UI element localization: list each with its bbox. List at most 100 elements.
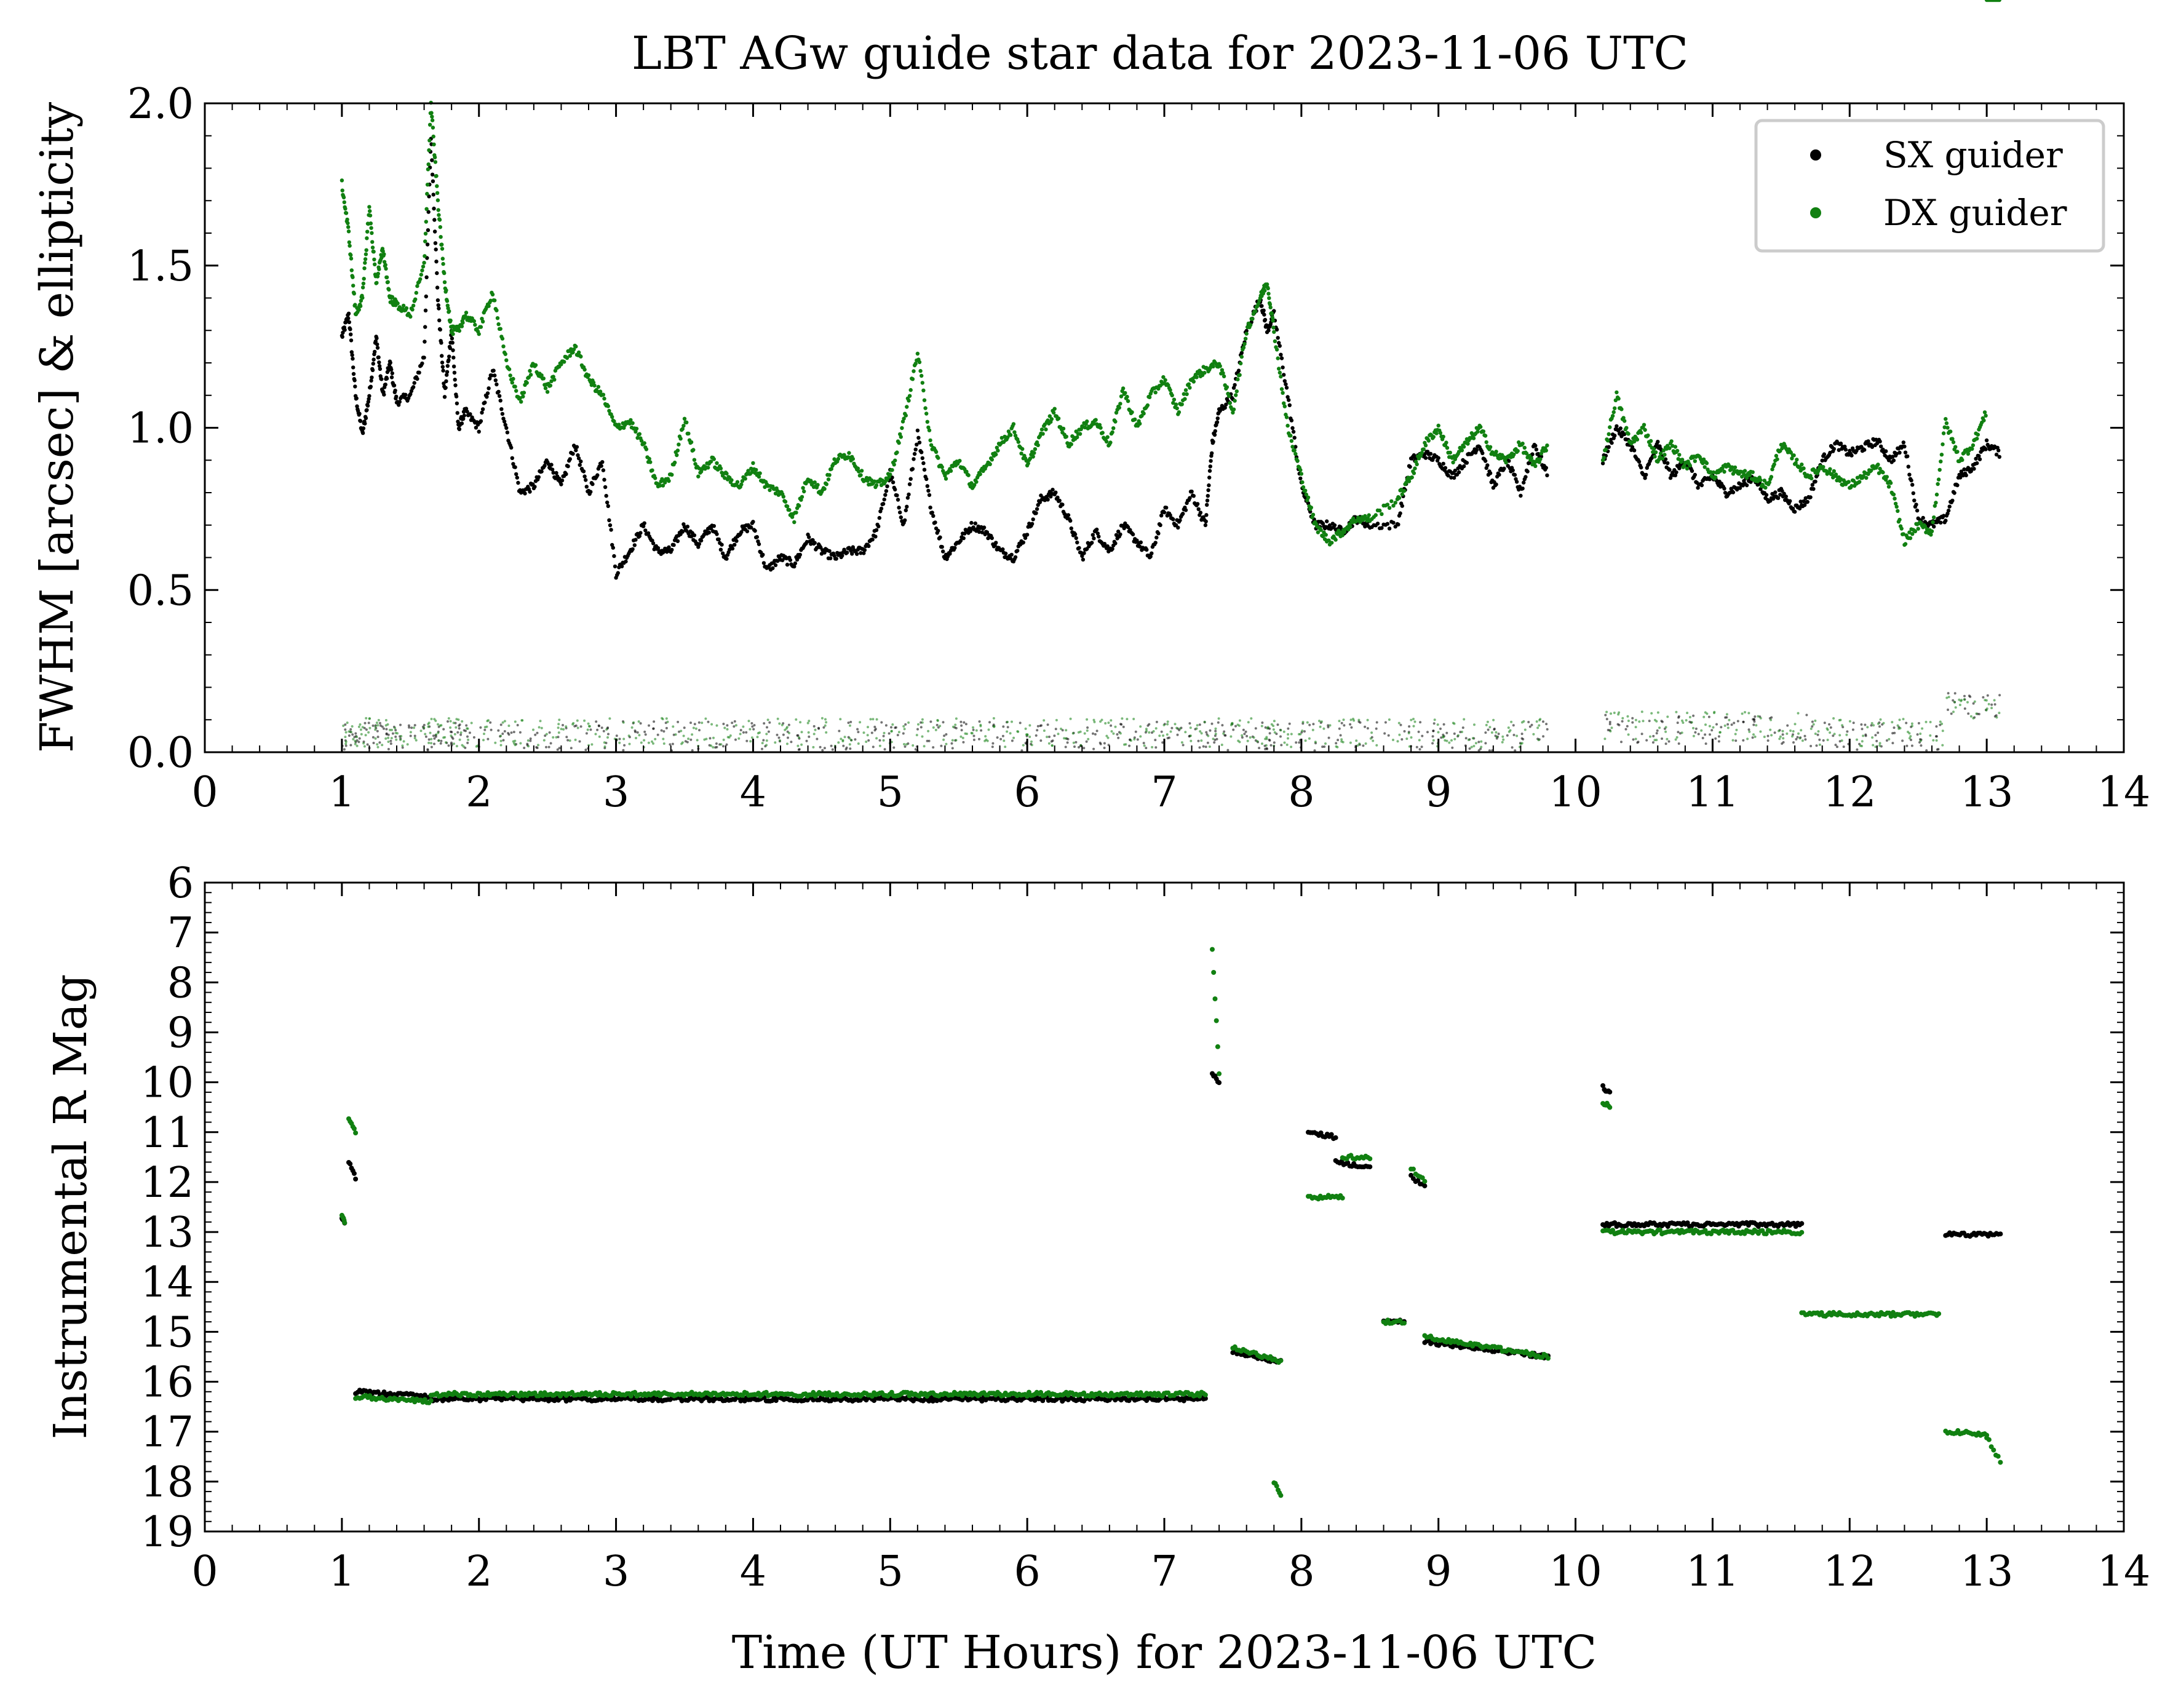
- ellipticity-point: [837, 741, 840, 744]
- ellipticity-point: [831, 748, 834, 751]
- ellipticity-point: [806, 721, 809, 725]
- fwhm-point: [445, 363, 450, 368]
- ellipticity-point: [479, 726, 482, 729]
- ellipticity-point: [822, 726, 825, 729]
- fwhm-point: [498, 327, 503, 331]
- fwhm-point: [340, 188, 344, 193]
- fwhm-point: [1522, 480, 1526, 485]
- fwhm-point: [693, 462, 697, 466]
- ellipticity-point: [1781, 729, 1784, 733]
- ellipticity-point: [1154, 746, 1158, 749]
- fwhm-point: [1215, 420, 1220, 424]
- ellipticity-point: [1935, 725, 1938, 728]
- ellipticity-point: [466, 741, 469, 744]
- ellipticity-point: [449, 720, 452, 723]
- fwhm-point: [1075, 540, 1079, 545]
- fwhm-point: [522, 391, 526, 395]
- fwhm-point: [1982, 418, 1986, 423]
- fwhm-point: [1208, 464, 1213, 469]
- ellipticity-point: [687, 737, 690, 741]
- fwhm-point: [1530, 452, 1535, 456]
- fwhm-point: [1522, 445, 1527, 450]
- ellipticity-point: [1920, 744, 1923, 747]
- fwhm-point: [1057, 498, 1062, 503]
- fwhm-point: [346, 311, 351, 316]
- ellipticity-point: [1287, 737, 1289, 740]
- ellipticity-point: [1451, 746, 1454, 749]
- ellipticity-point: [1060, 728, 1062, 730]
- fwhm-point: [1426, 439, 1431, 443]
- ellipticity-point: [1984, 699, 1987, 702]
- fwhm-point: [985, 530, 990, 534]
- ellipticity-point: [1838, 740, 1841, 743]
- fwhm-point: [420, 268, 424, 272]
- fwhm-point: [496, 322, 501, 327]
- fwhm-point: [733, 542, 737, 547]
- fwhm-point: [373, 262, 377, 266]
- ellipticity-point: [714, 746, 717, 749]
- fwhm-point: [804, 539, 809, 544]
- fwhm-point: [1234, 389, 1239, 394]
- fwhm-point: [1266, 286, 1270, 291]
- fwhm-point: [344, 211, 349, 215]
- ellipticity-point: [399, 738, 402, 741]
- fwhm-point: [1446, 474, 1450, 478]
- ellipticity-point: [991, 745, 994, 749]
- ellipticity-point: [745, 731, 748, 734]
- ellipticity-point: [566, 739, 570, 742]
- fwhm-point: [1984, 413, 1988, 418]
- ellipticity-point: [1261, 721, 1264, 724]
- fwhm-point: [917, 360, 922, 364]
- fwhm-point: [1903, 542, 1908, 546]
- ellipticity-point: [1268, 732, 1271, 735]
- ellipticity-point: [1754, 715, 1757, 718]
- ellipticity-point: [1162, 734, 1165, 737]
- fwhm-point: [491, 368, 496, 373]
- fwhm-point: [1994, 452, 1999, 457]
- ellipticity-point: [1400, 738, 1404, 741]
- ellipticity-point: [1511, 746, 1514, 749]
- ellipticity-point: [1846, 730, 1849, 733]
- fwhm-point: [757, 542, 761, 546]
- ellipticity-point: [1337, 739, 1340, 742]
- ellipticity-point: [1812, 723, 1815, 726]
- ellipticity-point: [1419, 721, 1422, 724]
- fwhm-point: [519, 400, 523, 404]
- fwhm-point: [1228, 401, 1232, 405]
- fwhm-point: [897, 440, 901, 445]
- fwhm-point: [712, 524, 717, 528]
- ellipticity-point: [643, 730, 646, 733]
- fwhm-point: [1213, 429, 1218, 434]
- fwhm-point: [457, 328, 462, 333]
- fwhm-point: [1188, 496, 1192, 500]
- fwhm-point: [885, 484, 889, 488]
- fwhm-point: [610, 415, 614, 419]
- ellipticity-point: [1878, 742, 1881, 745]
- fwhm-point: [485, 391, 490, 395]
- fwhm-point: [1828, 450, 1832, 455]
- ellipticity-point: [978, 737, 980, 741]
- fwhm-point: [1423, 443, 1428, 448]
- fwhm-point: [1488, 471, 1493, 475]
- fwhm-point: [432, 142, 436, 146]
- ellipticity-point: [489, 721, 492, 724]
- ellipticity-point: [1280, 744, 1283, 747]
- fwhm-point: [1932, 515, 1936, 520]
- fwhm-point: [1615, 424, 1619, 429]
- ellipticity-point: [1829, 731, 1832, 734]
- ellipticity-point: [1608, 721, 1611, 723]
- ellipticity-point: [1105, 734, 1108, 737]
- ellipticity-point: [1484, 742, 1487, 745]
- ellipticity-point: [951, 725, 955, 728]
- fwhm-point: [453, 383, 458, 387]
- ellipticity-point: [427, 723, 430, 726]
- fwhm-point: [1615, 390, 1619, 395]
- ellipticity-point: [798, 748, 801, 751]
- fwhm-point: [611, 546, 615, 550]
- fwhm-point: [1602, 456, 1606, 460]
- ellipticity-point: [1420, 745, 1423, 749]
- fwhm-point: [925, 484, 930, 488]
- fwhm-point: [840, 554, 844, 558]
- ellipticity-point: [1704, 723, 1707, 726]
- fwhm-point: [1690, 469, 1694, 473]
